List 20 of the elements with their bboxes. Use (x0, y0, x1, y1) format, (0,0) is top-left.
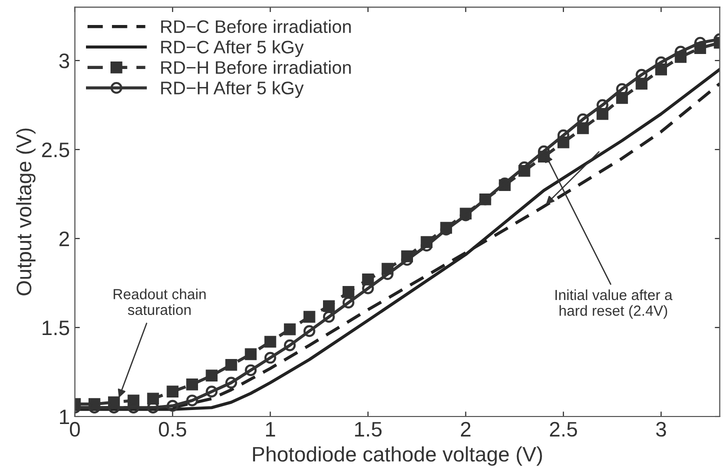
legend-label: RD−C After 5 kGy (161, 40, 304, 58)
x-tick-label: 1 (266, 422, 276, 436)
y-tick-label: 1 (60, 410, 70, 424)
y-tick-label: 2.5 (42, 142, 70, 158)
x-tick-label: 0 (70, 422, 80, 437)
x-tick-label: 2 (460, 422, 470, 436)
legend-label: RD−H Before irradiation (161, 60, 351, 74)
x-tick-label: 3 (656, 422, 666, 437)
legend-label: RD−C Before irradiation (161, 20, 351, 34)
legend-label: RD−H After 5 kGy (161, 81, 304, 98)
x-tick-label: 0.5 (158, 422, 186, 437)
y-axis-title: Output voltage (V) (16, 128, 36, 296)
y-tick-label: 1.5 (42, 320, 70, 336)
annotation: Initial value after a hard reset (2.4V) (555, 289, 672, 319)
x-axis-title: Photodiode cathode voltage (V) (253, 446, 542, 466)
x-tick-label: 2.5 (550, 422, 578, 437)
x-tick-label: 1.5 (355, 422, 382, 437)
annotation: Readout chain saturation (114, 288, 206, 316)
y-tick-label: 2 (59, 232, 69, 246)
y-tick-label: 3 (59, 54, 70, 68)
